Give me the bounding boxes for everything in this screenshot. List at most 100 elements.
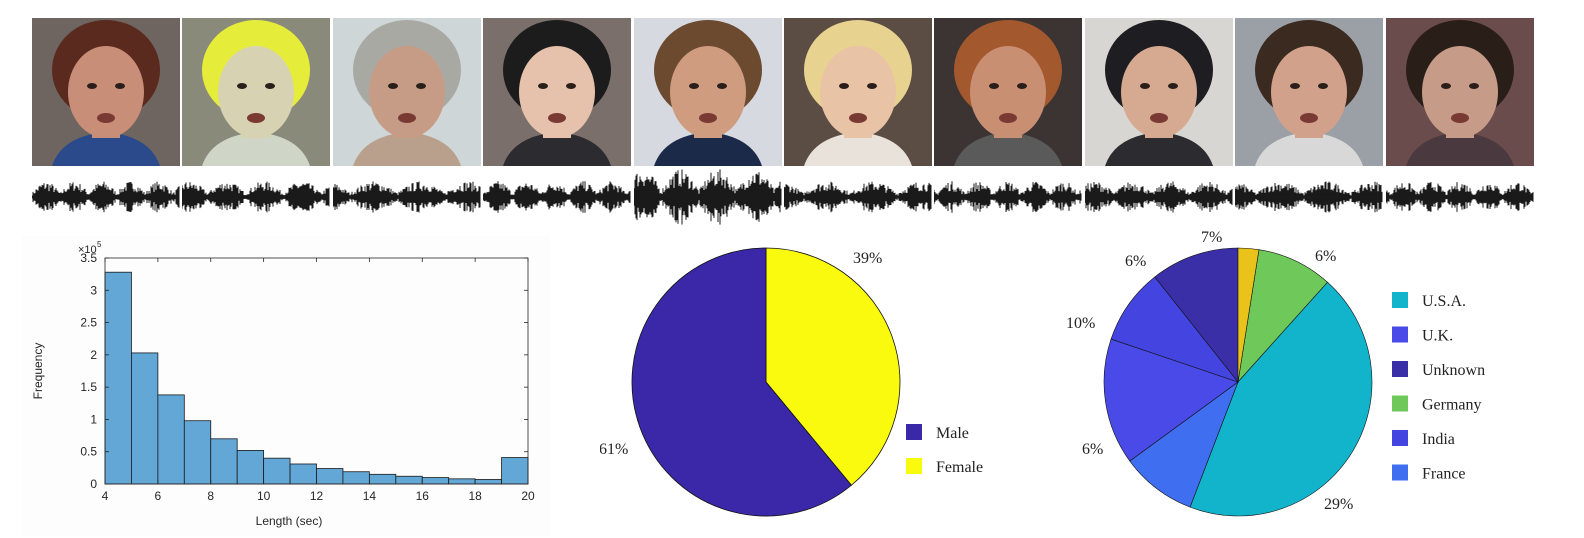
histogram-xtick-label: 14 xyxy=(363,489,377,503)
audio-waveform xyxy=(32,181,180,213)
country-pie-slice xyxy=(1103,338,1239,462)
face-thumbnail-image xyxy=(784,18,932,166)
country-legend-swatch xyxy=(1392,361,1408,377)
gender-pie-chart: Male Female 39% 61% xyxy=(600,236,1040,536)
face-thumbnail xyxy=(633,18,782,166)
histogram-ytick-label: 3 xyxy=(90,283,97,297)
audio-waveform xyxy=(332,181,481,213)
face-thumbnail-image xyxy=(483,18,632,166)
histogram-ytick-label: 3.5 xyxy=(80,251,97,265)
country-legend-label: Unknown xyxy=(1422,362,1485,379)
histogram-bar xyxy=(342,471,370,485)
face-thumbnail-image xyxy=(1385,18,1534,166)
histogram-bar xyxy=(395,475,423,485)
face-thumbnail-image xyxy=(182,18,331,166)
histogram-bar xyxy=(474,479,502,485)
histogram-xtick-label: 18 xyxy=(468,489,482,503)
histogram-bar xyxy=(210,438,238,485)
histogram-ylabel: Frequency xyxy=(31,343,45,400)
country-legend-label: France xyxy=(1422,466,1466,483)
histogram-xtick-label: 4 xyxy=(102,489,109,503)
histogram-ytick-label: 2.5 xyxy=(80,316,97,330)
audio-waveform xyxy=(1084,181,1233,213)
country-pie-slice xyxy=(1154,247,1239,383)
country-legend-swatch xyxy=(1392,395,1408,412)
face-thumbnail xyxy=(483,18,632,166)
gender-pie-slice xyxy=(765,247,901,486)
face-thumbnail-image xyxy=(934,18,1083,166)
country-legend-swatch xyxy=(1392,464,1408,481)
histogram-xtick-label: 20 xyxy=(521,489,535,503)
histogram-ytick-label: 2 xyxy=(90,348,97,362)
face-thumbnail-strip xyxy=(32,18,1536,166)
audio-waveform xyxy=(633,169,782,225)
country-legend-label: India xyxy=(1422,431,1455,448)
face-thumbnail xyxy=(1385,18,1534,166)
gender-legend-swatch xyxy=(906,458,922,474)
audio-waveform xyxy=(483,181,631,213)
face-thumbnail-image xyxy=(633,18,782,166)
histogram-exponent-power: 5 xyxy=(97,240,102,249)
gender-label-female: 39% xyxy=(853,250,882,267)
gender-pie-slice xyxy=(631,247,852,517)
gender-legend-label: Male xyxy=(936,425,969,442)
country-label-france: 6% xyxy=(1082,441,1103,458)
country-legend-swatch xyxy=(1392,326,1408,343)
audio-waveform xyxy=(182,181,330,213)
length-histogram: 4 6 8 10 12 14 16 18 20 0 0.5 1 1.5 2 2.5 3 3.5 ×10 5 Le… xyxy=(22,236,550,536)
audio-waveform xyxy=(934,181,1082,213)
histogram-xtick-label: 12 xyxy=(310,489,324,503)
histogram-exponent-base: ×10 xyxy=(78,244,97,256)
face-thumbnail xyxy=(32,18,180,166)
histogram-bar xyxy=(157,394,185,485)
histogram-bar xyxy=(289,463,317,485)
country-legend-label: Germany xyxy=(1422,397,1482,414)
country-label-unknown: 7% xyxy=(1201,229,1222,246)
histogram-xtick-label: 6 xyxy=(155,489,162,503)
histogram-bar xyxy=(448,478,476,485)
country-label-germany: 6% xyxy=(1315,248,1336,265)
country-legend-swatch xyxy=(1392,292,1408,308)
histogram-xtick-label: 8 xyxy=(207,489,214,503)
face-thumbnail xyxy=(332,18,481,166)
country-pie-slice xyxy=(1189,281,1373,517)
country-label-usa: 29% xyxy=(1324,496,1353,513)
face-thumbnail-image xyxy=(332,18,481,166)
country-label-india: 6% xyxy=(1125,253,1146,270)
gender-legend-swatch xyxy=(906,424,922,440)
face-thumbnail xyxy=(1084,18,1233,166)
histogram-bar xyxy=(368,473,397,485)
gender-label-male: 61% xyxy=(600,441,628,458)
histogram-bar xyxy=(131,352,159,485)
face-thumbnail-image xyxy=(1084,18,1233,166)
histogram-xtick-label: 10 xyxy=(257,489,271,503)
face-thumbnail xyxy=(182,18,331,166)
histogram-bar xyxy=(316,468,344,485)
country-legend-label: U.S.A. xyxy=(1422,293,1466,310)
histogram-bar xyxy=(263,457,291,485)
face-thumbnail xyxy=(934,18,1083,166)
face-thumbnail-image xyxy=(32,18,180,166)
face-thumbnail xyxy=(1235,18,1384,166)
histogram-ytick-label: 1 xyxy=(90,412,97,426)
country-legend-label: U.K. xyxy=(1422,328,1453,345)
face-thumbnail-image xyxy=(1235,18,1384,166)
country-pie-slice xyxy=(1237,247,1260,383)
histogram-bar xyxy=(421,477,450,485)
audio-waveform xyxy=(1385,182,1534,212)
histogram-ytick-label: 1.5 xyxy=(80,380,97,394)
audio-waveform xyxy=(784,181,932,213)
histogram-ytick-label: 0.5 xyxy=(80,445,97,459)
country-legend-swatch xyxy=(1392,430,1408,446)
histogram-ytick-label: 0 xyxy=(90,477,97,491)
histogram-bar xyxy=(183,420,212,485)
histogram-bar xyxy=(501,457,529,485)
audio-waveform-strip xyxy=(32,166,1536,228)
face-thumbnail xyxy=(784,18,932,166)
audio-waveform xyxy=(1235,181,1383,213)
histogram-bar xyxy=(104,271,132,485)
country-label-uk: 10% xyxy=(1066,315,1095,332)
histogram-bar xyxy=(236,450,265,485)
histogram-xtick-label: 16 xyxy=(416,489,430,503)
